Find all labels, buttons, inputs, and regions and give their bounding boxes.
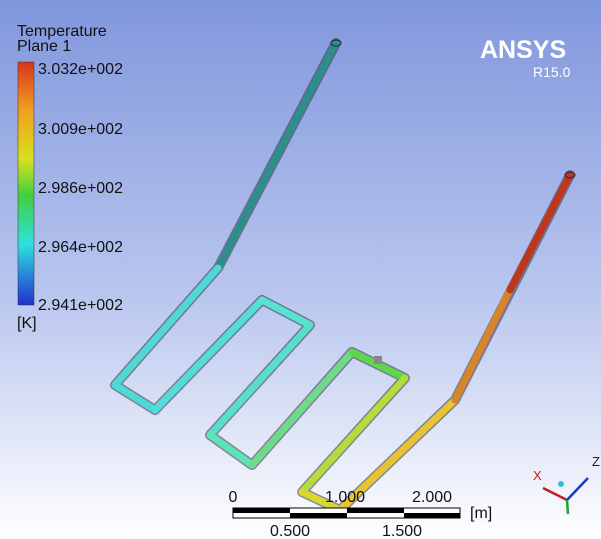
background — [0, 0, 601, 539]
legend-label: 3.032e+002 — [38, 61, 123, 78]
pipe-outlet — [565, 172, 575, 178]
scale-label: 0.500 — [270, 523, 310, 539]
legend-label: 3.009e+002 — [38, 121, 123, 138]
scale-label: 0 — [229, 489, 238, 506]
probe-marker — [374, 356, 382, 364]
logo-version: R15.0 — [533, 64, 571, 80]
triad-x-label: X — [533, 468, 542, 483]
scale-bar-segment — [404, 513, 460, 518]
legend-subtitle: Plane 1 — [17, 38, 71, 55]
legend-label: 2.941e+002 — [38, 297, 123, 314]
triad-z-label: Z — [592, 454, 600, 469]
legend-label: 2.986e+002 — [38, 180, 123, 197]
scale-bar-segment — [233, 508, 290, 513]
pipe-inlet — [331, 40, 341, 46]
scale-label: 1.000 — [325, 489, 365, 506]
viewport: Temperature Plane 1 3.032e+002 3.009e+00… — [0, 0, 601, 539]
scale-bar-segment — [347, 508, 404, 513]
scale-bar-segment — [290, 513, 347, 518]
color-bar — [18, 62, 34, 305]
scale-label: 2.000 — [412, 489, 452, 506]
logo: ANSYS — [480, 36, 566, 64]
legend-label: 2.964e+002 — [38, 239, 123, 256]
legend-unit: [K] — [17, 315, 37, 332]
triad-y-axis — [567, 500, 568, 514]
scale-label: 1.500 — [382, 523, 422, 539]
triad-origin-marker — [558, 481, 564, 487]
scale-unit: [m] — [470, 505, 492, 522]
